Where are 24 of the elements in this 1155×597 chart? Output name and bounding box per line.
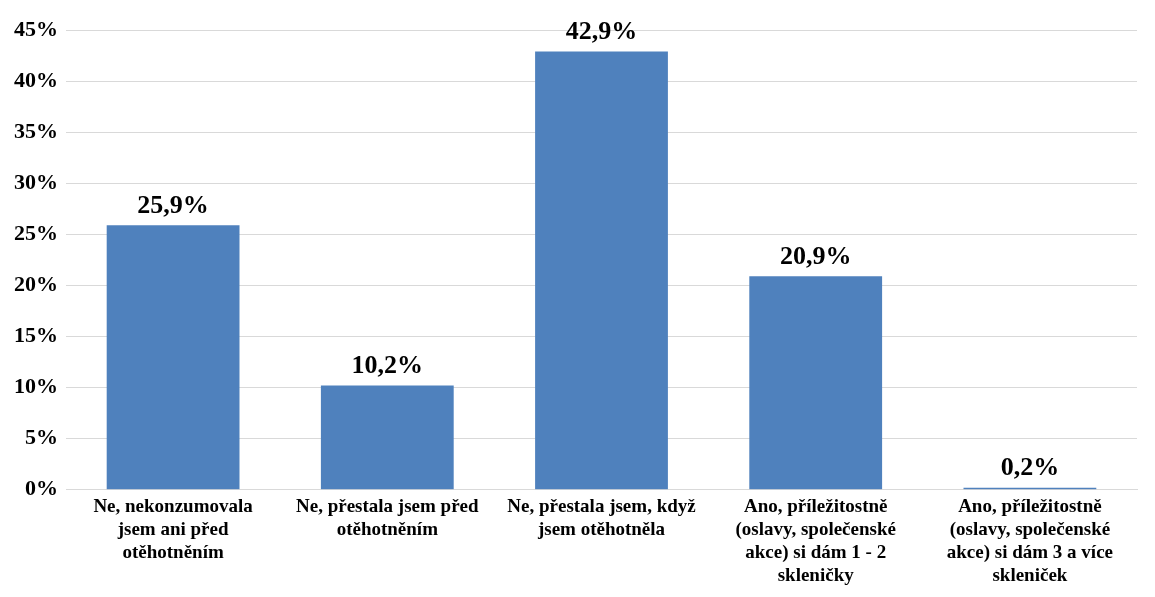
y-tick-label: 25% xyxy=(14,220,58,246)
y-tick-label: 45% xyxy=(14,15,58,41)
bar xyxy=(106,225,240,490)
y-tick-label: 15% xyxy=(14,322,58,348)
x-tick-label: Ne, přestala jsem před otěhotněním xyxy=(296,495,480,539)
data-label: 25,9% xyxy=(137,189,209,219)
bar xyxy=(535,51,668,490)
x-tick-label: Ano, příležitostně (oslavy, společenské akce) si dám 3 a více skleniček xyxy=(946,495,1114,585)
x-tick-label: Ne, přestala jsem, když jsem otěhotněla xyxy=(507,495,697,539)
y-tick-label: 35% xyxy=(14,117,58,143)
y-tick-label: 40% xyxy=(14,66,58,92)
bar xyxy=(749,276,883,490)
y-tick-label: 5% xyxy=(25,424,58,450)
data-label: 42,9% xyxy=(565,16,638,46)
x-tick-label: Ne, nekonzumovala jsem ani před otěhotněním xyxy=(93,495,254,562)
data-label: 20,9% xyxy=(779,240,852,270)
bar xyxy=(320,385,454,490)
data-label: 0,2% xyxy=(1000,452,1060,482)
y-tick-label: 20% xyxy=(14,271,58,297)
data-label: 10,2% xyxy=(351,350,424,380)
x-tick-label: Ano, příležitostně (oslavy, společenské akce) si dám 1 - 2 skleničky xyxy=(735,495,896,585)
y-tick-label: 10% xyxy=(14,373,58,399)
y-tick-label: 30% xyxy=(14,168,58,194)
y-tick-label: 0% xyxy=(25,475,58,501)
